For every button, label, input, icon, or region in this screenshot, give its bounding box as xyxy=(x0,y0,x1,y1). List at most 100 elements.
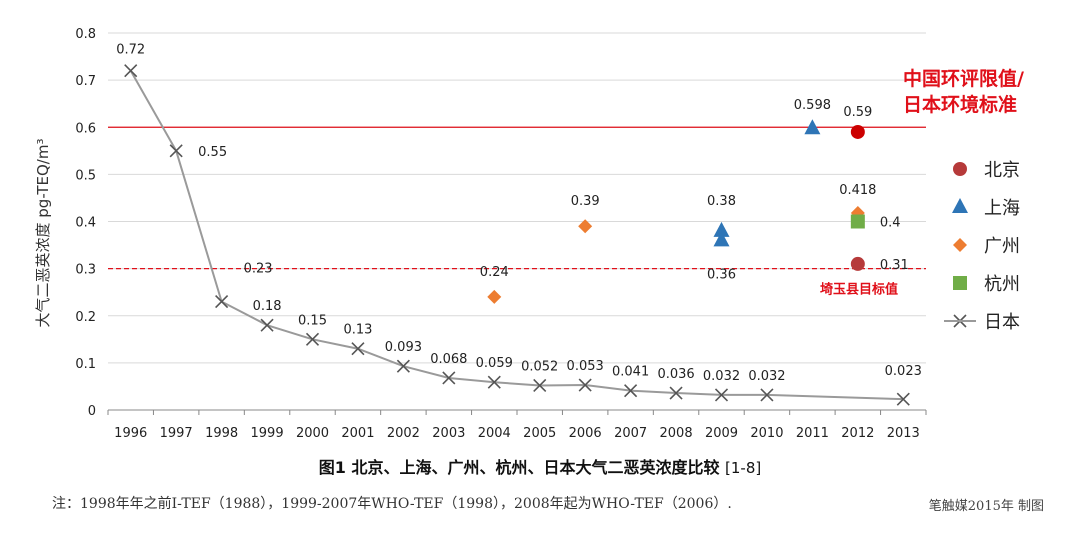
x-tick-labels: 1996 1997 1998 1999 2000 2001 2002 2003 2004 2005… xyxy=(114,426,920,441)
data-labels: 0.72 0.55 0.23 0.18 0.15 0.13 0.093 0.068 0.059 0… xyxy=(116,43,922,384)
data-label: 0.36 xyxy=(707,267,736,282)
x-tick-label: 2007 xyxy=(614,426,647,441)
x-tick-label: 1996 xyxy=(114,426,147,441)
y-tick-label: 0.7 xyxy=(75,74,96,89)
data-point-x xyxy=(760,388,774,402)
data-label: 0.59 xyxy=(843,105,872,120)
data-point-circle xyxy=(953,162,967,176)
data-label: 0.31 xyxy=(880,258,909,273)
y-tick-label: 0 xyxy=(88,404,96,419)
data-label: 0.23 xyxy=(244,262,273,277)
data-point-triangle xyxy=(952,198,968,213)
ref-line-600-label: 中国环评限值/ 日本环境标准 xyxy=(903,66,1073,118)
data-point-square xyxy=(850,214,865,229)
x-tick-label: 2012 xyxy=(841,426,874,441)
x-tick-label: 1999 xyxy=(251,426,284,441)
x-marker-stroke xyxy=(896,392,910,406)
data-point-circle xyxy=(850,124,865,139)
x-marker-stroke xyxy=(714,388,729,402)
data-point-x xyxy=(215,295,229,309)
data-point-circle xyxy=(850,256,865,271)
data-point-triangle xyxy=(713,231,730,247)
data-label: 0.053 xyxy=(567,359,604,374)
gridlines xyxy=(108,32,926,364)
x-tick-label: 2013 xyxy=(887,426,920,441)
data-point-x xyxy=(714,388,729,402)
x-marker-stroke xyxy=(669,386,683,400)
data-point-x xyxy=(351,342,365,356)
data-point-x xyxy=(396,359,410,373)
y-axis-title: 大气二恶英浓度 pg-TEQ/m³ xyxy=(34,139,52,328)
data-label: 0.4 xyxy=(880,216,901,231)
data-point-x xyxy=(669,386,683,400)
x-marker-stroke xyxy=(578,378,592,392)
data-point-x xyxy=(896,392,910,406)
data-label: 0.032 xyxy=(703,369,740,384)
y-tick-label: 0.3 xyxy=(75,263,96,278)
data-point-diamond xyxy=(578,219,593,234)
x-tick-label: 2008 xyxy=(660,426,693,441)
x-tick-label: 2006 xyxy=(569,426,602,441)
y-tick-label: 0.4 xyxy=(75,216,96,231)
x-marker-stroke xyxy=(305,332,320,346)
data-point-diamond xyxy=(953,238,967,252)
data-label: 0.72 xyxy=(116,43,145,58)
data-label: 0.068 xyxy=(430,352,467,367)
legend-label: 杭州 xyxy=(984,274,1020,295)
data-point-square xyxy=(953,276,967,290)
data-label: 0.032 xyxy=(748,369,785,384)
reference-lines: 埼玉县目标值 xyxy=(108,126,926,298)
data-label: 0.418 xyxy=(839,183,876,198)
x-marker-stroke xyxy=(533,378,547,393)
data-label: 0.18 xyxy=(253,299,282,314)
x-marker-stroke xyxy=(442,371,456,385)
data-label: 0.24 xyxy=(480,265,509,280)
data-label: 0.598 xyxy=(794,98,831,113)
y-tick-label: 0.8 xyxy=(75,27,96,42)
x-tick-label: 2004 xyxy=(478,426,511,441)
data-label: 0.052 xyxy=(521,359,558,374)
x-tick-label: 2001 xyxy=(341,426,374,441)
y-tick-label: 0.1 xyxy=(75,357,96,372)
data-point-x xyxy=(624,384,638,398)
x-tick-label: 2011 xyxy=(796,426,829,441)
x-marker-stroke xyxy=(351,342,365,356)
legend-label: 日本 xyxy=(984,312,1020,333)
ref-line-600-label-line2: 日本环境标准 xyxy=(903,94,1018,116)
reference-line-label: 埼玉县目标值 xyxy=(820,282,898,298)
x-marker-stroke xyxy=(169,144,183,158)
series-marks xyxy=(124,64,910,406)
figure-title: 图1 北京、上海、广州、杭州、日本大气二恶英浓度比较 xyxy=(318,458,720,477)
data-label: 0.55 xyxy=(198,145,227,160)
data-point-x xyxy=(169,144,183,158)
x-tick-label: 2002 xyxy=(387,426,420,441)
data-label: 0.39 xyxy=(571,194,600,209)
data-label: 0.093 xyxy=(385,340,422,355)
axes xyxy=(107,409,927,415)
x-marker-stroke xyxy=(624,384,638,398)
data-label: 0.041 xyxy=(612,365,649,380)
figure-caption: 图1 北京、上海、广州、杭州、日本大气二恶英浓度比较 [1-8] xyxy=(0,454,1080,478)
data-label: 0.15 xyxy=(298,313,327,328)
x-tick-label: 1997 xyxy=(160,426,193,441)
data-label: 0.036 xyxy=(657,367,694,382)
figure-reference: [1-8] xyxy=(725,459,762,477)
data-point-triangle xyxy=(804,119,821,135)
x-marker-stroke xyxy=(487,375,501,389)
footnote: 注：1998年年之前I-TEF（1988），1999-2007年WHO-TEF（… xyxy=(52,496,732,512)
data-point-x xyxy=(442,371,456,385)
legend-label: 北京 xyxy=(984,160,1020,181)
data-point-x xyxy=(578,378,592,392)
y-tick-label: 0.5 xyxy=(75,168,96,183)
data-point-x xyxy=(124,64,138,78)
x-marker-stroke xyxy=(124,64,138,78)
x-marker-stroke xyxy=(215,295,229,309)
x-tick-label: 2009 xyxy=(705,426,738,441)
x-marker-stroke xyxy=(396,359,410,373)
y-tick-labels: 0 0.1 0.2 0.3 0.4 0.5 0.6 0.7 0.8 xyxy=(75,27,96,419)
y-tick-label: 0.6 xyxy=(75,121,96,136)
data-label: 0.13 xyxy=(343,323,372,338)
x-tick-label: 2003 xyxy=(432,426,465,441)
data-label: 0.023 xyxy=(885,364,922,379)
